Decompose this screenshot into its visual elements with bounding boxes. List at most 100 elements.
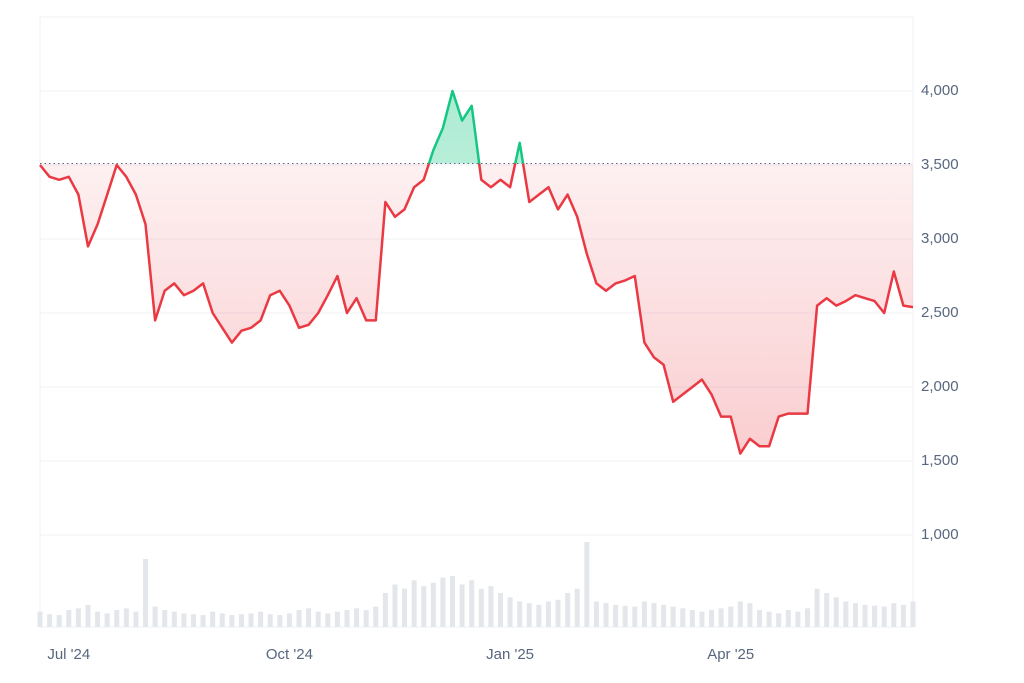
volume-bar: [747, 603, 753, 627]
volume-bar: [200, 615, 206, 627]
volume-bar: [804, 608, 810, 627]
volume-bar: [632, 606, 638, 627]
volume-bar: [517, 601, 523, 627]
volume-bar: [785, 610, 791, 627]
volume-bar: [565, 593, 571, 627]
volume-bar: [689, 610, 695, 627]
volume-bar: [171, 611, 177, 627]
volume-bar: [248, 613, 254, 627]
volume-bar: [641, 601, 647, 627]
volume-bar: [488, 586, 494, 627]
volume-bar: [459, 584, 465, 627]
y-tick-label: 3,000: [921, 230, 959, 247]
volume-bar: [421, 586, 427, 627]
volume-bar: [334, 611, 340, 627]
volume-bar: [613, 604, 619, 627]
volume-bar: [507, 597, 513, 627]
volume-bar: [229, 615, 235, 627]
volume-bar: [190, 614, 196, 627]
y-tick-label: 4,000: [921, 82, 959, 99]
volume-bar: [862, 604, 868, 627]
volume-bar: [728, 606, 734, 627]
volume-bar: [162, 610, 168, 627]
volume-bar: [718, 608, 724, 627]
area-below: [40, 163, 913, 454]
volume-bar: [900, 604, 906, 627]
volume-bar: [891, 603, 897, 627]
volume-bar: [910, 601, 916, 627]
volume-bar: [872, 605, 878, 627]
volume-bar: [469, 580, 475, 627]
volume-bar: [104, 613, 110, 627]
volume-bar: [152, 606, 158, 627]
volume-bar: [881, 606, 887, 627]
volume-bar: [373, 606, 379, 627]
volume-bar: [584, 542, 590, 627]
volume-bar: [814, 588, 820, 627]
volume-bar: [699, 611, 705, 627]
volume-bar: [47, 614, 53, 627]
price-line-up: [427, 89, 525, 164]
volume-bar: [392, 584, 398, 627]
volume-bar: [661, 604, 667, 627]
volume-bar: [210, 611, 216, 627]
volume-bar: [306, 608, 312, 627]
volume-bar: [95, 611, 101, 627]
volume-bar: [709, 610, 715, 627]
y-tick-label: 1,500: [921, 452, 959, 469]
volume-bar: [852, 603, 858, 627]
volume-bar: [757, 610, 763, 627]
volume-bar: [277, 615, 283, 627]
volume-bar: [536, 604, 542, 627]
volume-bar: [133, 611, 139, 627]
volume-bar: [258, 611, 264, 627]
y-tick-label: 2,000: [921, 378, 959, 395]
x-tick-label: Apr '25: [707, 646, 754, 663]
volume-bar: [843, 601, 849, 627]
y-tick-label: 3,500: [921, 156, 959, 173]
volume-bar: [85, 604, 91, 627]
volume-bar: [795, 611, 801, 627]
volume-bar: [344, 610, 350, 627]
x-tick-label: Oct '24: [266, 646, 313, 663]
volume-bar: [402, 588, 408, 627]
volume-bar: [267, 614, 273, 627]
x-tick-label: Jan '25: [486, 646, 534, 663]
volume-bar: [833, 597, 839, 627]
volume-bar: [238, 614, 244, 627]
y-tick-label: 2,500: [921, 304, 959, 321]
volume-bar: [143, 559, 149, 627]
volume-bar: [651, 603, 657, 627]
volume-bar: [497, 593, 503, 627]
volume-bar: [430, 582, 436, 627]
volume-bar: [670, 606, 676, 627]
volume-bar: [593, 601, 599, 627]
y-tick-label: 1,000: [921, 526, 959, 543]
volume-bar: [56, 615, 62, 627]
volume-bar: [114, 610, 120, 627]
volume-bar: [411, 580, 417, 627]
volume-bar: [450, 576, 456, 627]
volume-bar: [545, 601, 551, 627]
x-tick-label: Jul '24: [47, 646, 90, 663]
area-above: [428, 91, 524, 164]
volume-bar: [526, 603, 532, 627]
volume-bar: [603, 603, 609, 627]
volume-bar: [315, 611, 321, 627]
volume-bar: [737, 601, 743, 627]
volume-bar: [37, 611, 43, 627]
volume-bar: [555, 599, 561, 627]
volume-bar: [363, 610, 369, 627]
volume-bar: [354, 608, 360, 627]
volume-bar: [286, 613, 292, 627]
volume-bar: [123, 608, 129, 627]
volume-bar: [325, 613, 331, 627]
volume-bar: [440, 577, 446, 627]
volume-bar: [296, 610, 302, 627]
volume-bar: [766, 611, 772, 627]
volume-bar: [776, 613, 782, 627]
volume-bar: [219, 613, 225, 627]
volume-bar: [181, 613, 187, 627]
volume-bar: [824, 593, 830, 627]
